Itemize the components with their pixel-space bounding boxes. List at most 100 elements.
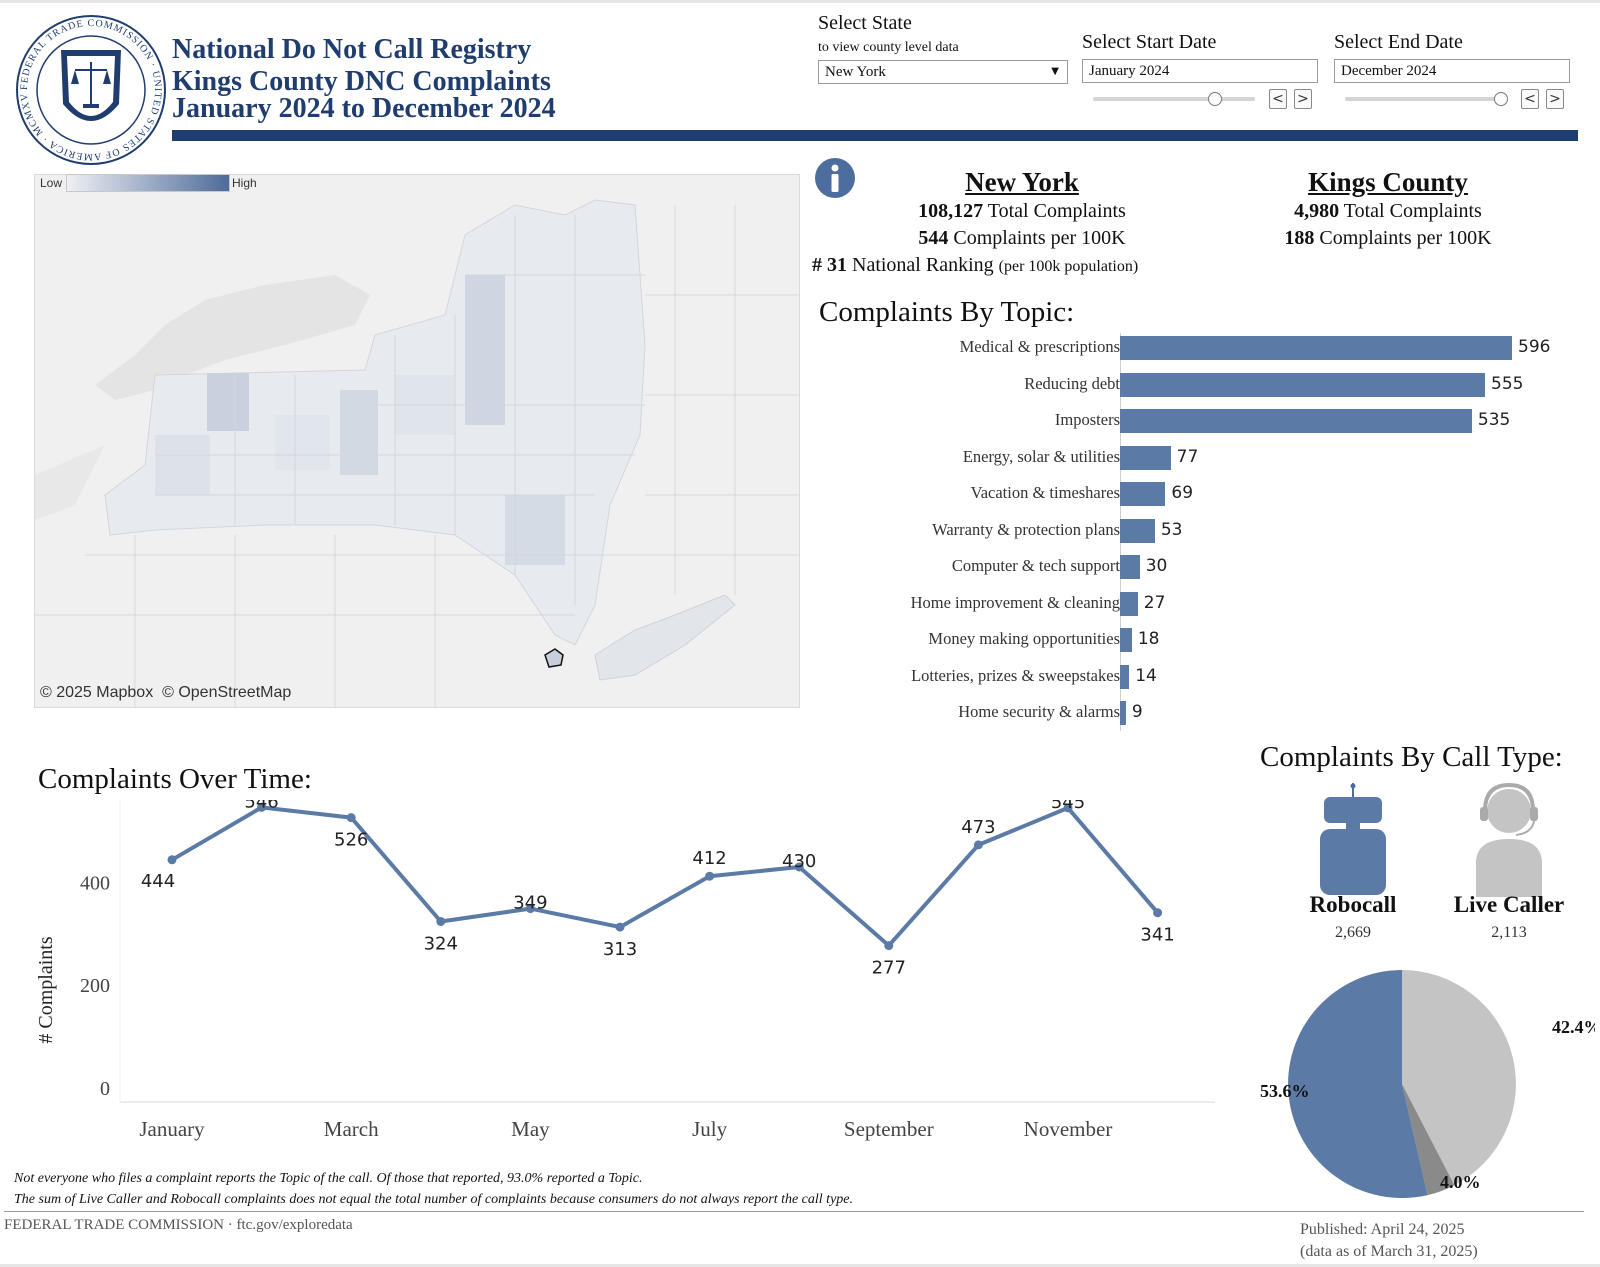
topic-label: Home security & alarms bbox=[958, 702, 1120, 721]
topic-label: Warranty & protection plans bbox=[932, 519, 1120, 539]
topic-bar[interactable] bbox=[1120, 518, 1155, 543]
topic-row[interactable]: Medical & prescriptions 596 bbox=[820, 331, 1590, 367]
map-legend-high: High bbox=[232, 176, 257, 190]
map-legend-gradient bbox=[66, 174, 230, 192]
pie-slice bbox=[1288, 970, 1428, 1198]
data-point bbox=[1153, 908, 1163, 918]
data-point bbox=[973, 840, 983, 850]
topic-bar[interactable] bbox=[1120, 664, 1130, 689]
start-date-next-button[interactable]: > bbox=[1294, 89, 1312, 109]
x-tick-label: November bbox=[1024, 1117, 1113, 1141]
pie-slice bbox=[1402, 970, 1516, 1186]
topic-bar[interactable] bbox=[1120, 409, 1472, 433]
footnote-topic: Not everyone who files a complaint repor… bbox=[14, 1171, 643, 1186]
footer-source[interactable]: FEDERAL TRADE COMMISSION · ftc.gov/explo… bbox=[4, 1217, 353, 1233]
topic-bar[interactable] bbox=[1120, 591, 1138, 616]
robocall-label: Robocall bbox=[1309, 892, 1397, 917]
topic-bar[interactable] bbox=[1120, 628, 1132, 652]
end-date-slider-handle[interactable] bbox=[1494, 92, 1508, 106]
topic-bar[interactable] bbox=[1120, 445, 1171, 470]
footnote-calltype: The sum of Live Caller and Robocall comp… bbox=[14, 1192, 853, 1207]
county-total-complaints: 4,980 Total Complaints bbox=[1228, 200, 1548, 223]
topic-row[interactable]: Lotteries, prizes & sweepstakes 14 bbox=[820, 660, 1590, 696]
state-per100k: 544 Complaints per 100K bbox=[862, 227, 1182, 250]
data-point bbox=[257, 802, 267, 812]
end-date-prev-button[interactable]: < bbox=[1521, 89, 1539, 109]
topic-row[interactable]: Reducing debt 555 bbox=[820, 368, 1590, 404]
state-per100k-value: 544 bbox=[918, 227, 949, 249]
data-label: 546 bbox=[244, 800, 278, 812]
data-point bbox=[346, 813, 356, 823]
time-title: Complaints Over Time: bbox=[38, 763, 312, 795]
county-map[interactable] bbox=[34, 174, 800, 708]
topic-row[interactable]: Warranty & protection plans 53 bbox=[820, 514, 1590, 550]
topic-bar[interactable] bbox=[1120, 555, 1140, 579]
map-attribution[interactable]: © 2025 Mapbox © OpenStreetMap bbox=[40, 684, 292, 701]
data-point bbox=[705, 871, 715, 881]
topic-row[interactable]: Imposters 535 bbox=[820, 404, 1590, 440]
topic-label: Reducing debt bbox=[1024, 373, 1120, 393]
robot-icon bbox=[1318, 783, 1388, 895]
data-label: 473 bbox=[961, 817, 995, 838]
headset-person-icon bbox=[1476, 781, 1542, 897]
topic-row[interactable]: Money making opportunities 18 bbox=[820, 623, 1590, 659]
topic-row[interactable]: Computer & tech support 30 bbox=[820, 550, 1590, 586]
state-rank-label: National Ranking bbox=[852, 254, 994, 276]
topic-row[interactable]: Home security & alarms 9 bbox=[820, 696, 1590, 732]
pie-slice-label: 4.0% bbox=[1440, 1172, 1481, 1192]
topic-bar[interactable] bbox=[1120, 701, 1126, 725]
topic-value-label: 535 bbox=[1477, 410, 1511, 430]
topic-bar[interactable] bbox=[1120, 482, 1166, 506]
start-date-slider-track[interactable] bbox=[1093, 97, 1255, 101]
data-point bbox=[436, 916, 446, 926]
pie-slice-label: 42.4% bbox=[1552, 1017, 1595, 1037]
footer-divider bbox=[4, 1211, 1584, 1212]
title-line-3: January 2024 to December 2024 bbox=[172, 93, 556, 124]
topic-value-label: 30 bbox=[1145, 556, 1168, 576]
x-tick-label: July bbox=[692, 1117, 728, 1141]
county-total-label: Total Complaints bbox=[1343, 200, 1482, 222]
data-label: 313 bbox=[603, 939, 637, 960]
data-point bbox=[794, 862, 804, 872]
data-point bbox=[525, 904, 535, 914]
topic-row[interactable]: Vacation & timeshares 69 bbox=[820, 477, 1590, 513]
header-divider bbox=[172, 130, 1578, 141]
robocall-value: 2,669 bbox=[1335, 924, 1371, 941]
topic-row[interactable]: Energy, solar & utilities 77 bbox=[820, 441, 1590, 477]
top-border bbox=[0, 0, 1600, 3]
state-total-label: Total Complaints bbox=[987, 200, 1126, 222]
topic-value-label: 53 bbox=[1160, 519, 1183, 540]
topic-bar[interactable] bbox=[1120, 336, 1512, 360]
topic-value-label: 27 bbox=[1143, 592, 1166, 613]
y-tick-label: 0 bbox=[100, 1078, 110, 1100]
topic-label: Imposters bbox=[1054, 410, 1120, 429]
live-caller-label: Live Caller bbox=[1453, 892, 1565, 917]
start-date-slider-handle[interactable] bbox=[1208, 92, 1222, 106]
start-date-prev-button[interactable]: < bbox=[1269, 89, 1287, 109]
topic-row[interactable]: Home improvement & cleaning 27 bbox=[820, 587, 1590, 623]
state-dropdown[interactable]: New York ▼ bbox=[818, 60, 1068, 84]
data-label: 277 bbox=[872, 958, 906, 979]
start-date-field[interactable]: January 2024 bbox=[1082, 59, 1318, 83]
state-rank-value: # 31 bbox=[812, 254, 847, 276]
end-date-next-button[interactable]: > bbox=[1546, 89, 1564, 109]
topic-label: Lotteries, prizes & sweepstakes bbox=[911, 665, 1120, 685]
end-date-field[interactable]: December 2024 bbox=[1334, 59, 1570, 83]
live-caller-value: 2,113 bbox=[1491, 924, 1527, 941]
state-stats-heading: New York bbox=[965, 167, 1079, 197]
published-date: Published: April 24, 2025 bbox=[1300, 1221, 1465, 1238]
data-label: 545 bbox=[1051, 800, 1085, 813]
y-tick-label: 200 bbox=[80, 975, 110, 997]
topic-bar[interactable] bbox=[1120, 372, 1486, 397]
state-per100k-label: Complaints per 100K bbox=[953, 227, 1126, 249]
data-label: 430 bbox=[782, 851, 816, 872]
state-total-complaints: 108,127 Total Complaints bbox=[862, 200, 1182, 223]
data-label: 526 bbox=[334, 830, 368, 851]
title-line-1: National Do Not Call Registry bbox=[172, 34, 532, 65]
topic-label: Computer & tech support bbox=[951, 556, 1120, 575]
end-date-slider-track[interactable] bbox=[1345, 97, 1507, 101]
topic-value-label: 18 bbox=[1137, 629, 1160, 649]
info-icon[interactable] bbox=[814, 157, 856, 199]
data-label: 341 bbox=[1140, 925, 1174, 946]
state-dropdown-value: New York bbox=[825, 64, 886, 80]
